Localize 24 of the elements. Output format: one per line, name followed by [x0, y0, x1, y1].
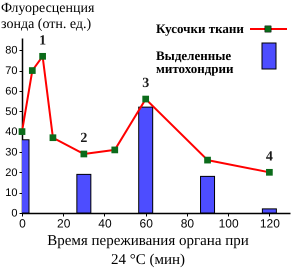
y-tick-label: 30 — [5, 146, 18, 158]
annotation: 4 — [266, 149, 273, 164]
x-tick-label: 0 — [19, 216, 26, 230]
annotation: 1 — [39, 33, 46, 48]
legend-label: Кусочки ткани — [156, 21, 244, 36]
x-tick-label: 120 — [260, 216, 280, 230]
x-axis-title: Время переживания органа при 24 °C (мин) — [47, 233, 249, 268]
x-tick-label: 60 — [140, 216, 154, 230]
y-axis-title: Флуоресценция зонда (отн. ед.) — [1, 1, 95, 32]
y-tick-label: 0 — [11, 208, 18, 220]
y-tick-label: 50 — [5, 106, 18, 118]
y-tick-label: 60 — [5, 85, 18, 98]
y-tick-label: 80 — [5, 44, 18, 57]
x-tick-label: 80 — [180, 216, 194, 230]
x-tick-label: 40 — [98, 216, 112, 230]
annotation: 3 — [142, 76, 150, 92]
x-tick-label: 20 — [57, 216, 71, 230]
y-tick-label: 40 — [5, 126, 18, 138]
x-tick-label: 100 — [218, 216, 239, 230]
y-tick-label: 20 — [5, 166, 18, 179]
y-tick-label: 70 — [5, 65, 18, 78]
annotation: 2 — [80, 130, 88, 146]
y-tick-label: 10 — [5, 187, 18, 200]
legend-label: Выделенные митохондрии — [156, 48, 234, 76]
